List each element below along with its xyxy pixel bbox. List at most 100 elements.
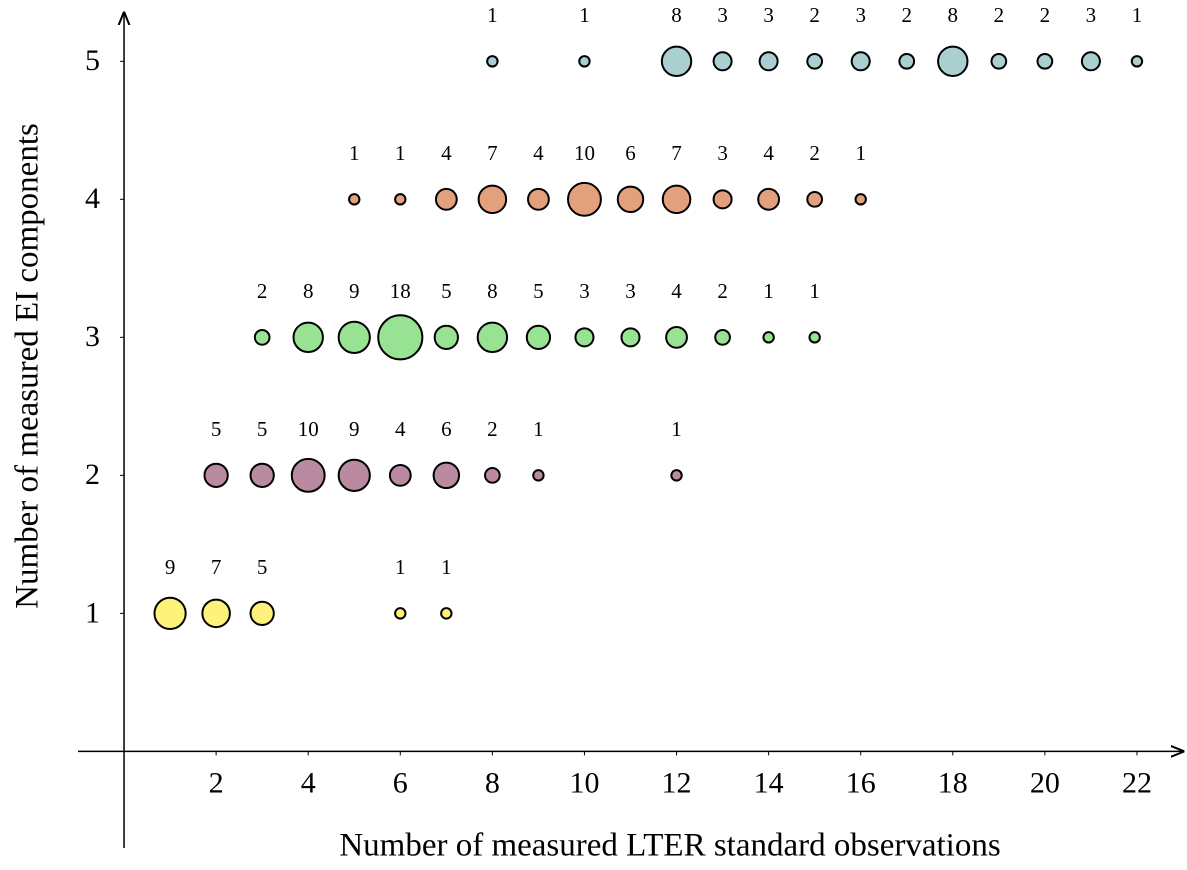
data-label: 5 bbox=[533, 279, 544, 303]
bubble bbox=[292, 321, 324, 354]
bubble bbox=[440, 607, 453, 620]
data-label: 1 bbox=[533, 417, 544, 441]
data-label: 5 bbox=[257, 555, 268, 579]
bubble bbox=[990, 52, 1008, 70]
bubble bbox=[1130, 55, 1144, 68]
x-tick-label: 2 bbox=[209, 766, 224, 799]
bubble bbox=[616, 185, 645, 214]
bubble bbox=[665, 325, 688, 349]
y-tick-label: 1 bbox=[85, 596, 100, 629]
x-tick-label: 6 bbox=[393, 766, 408, 799]
x-tick-label: 18 bbox=[938, 766, 968, 799]
data-label: 1 bbox=[395, 555, 406, 579]
bubble bbox=[348, 193, 361, 206]
bubble bbox=[937, 45, 969, 78]
data-label: 18 bbox=[390, 279, 411, 303]
bubble bbox=[620, 327, 641, 348]
data-label: 1 bbox=[487, 3, 498, 27]
data-label: 2 bbox=[809, 141, 820, 165]
bubble bbox=[757, 187, 781, 211]
data-label: 1 bbox=[349, 141, 360, 165]
y-tick-label: 5 bbox=[85, 44, 100, 77]
bubble bbox=[153, 596, 187, 630]
bubble bbox=[1080, 51, 1101, 72]
bubble bbox=[249, 600, 275, 626]
x-tick-label: 4 bbox=[301, 766, 316, 799]
data-label: 8 bbox=[487, 279, 498, 303]
data-label: 5 bbox=[257, 417, 268, 441]
bubble bbox=[806, 190, 824, 208]
data-label: 3 bbox=[717, 141, 728, 165]
data-label: 3 bbox=[717, 3, 728, 27]
bubble bbox=[337, 320, 371, 354]
data-label: 2 bbox=[809, 3, 820, 27]
data-label: 3 bbox=[579, 279, 590, 303]
x-tick-label: 10 bbox=[569, 766, 599, 799]
bubble bbox=[525, 324, 552, 350]
data-label: 2 bbox=[902, 3, 913, 27]
y-axis-title: Number of measured EI components bbox=[10, 123, 46, 609]
bubble bbox=[203, 462, 229, 488]
bubble bbox=[670, 469, 683, 482]
bubble bbox=[714, 328, 731, 346]
bubble bbox=[527, 187, 550, 211]
data-label: 4 bbox=[395, 417, 406, 441]
bubble bbox=[532, 469, 545, 482]
data-label: 1 bbox=[671, 417, 682, 441]
data-label: 1 bbox=[579, 3, 590, 27]
bubble bbox=[201, 598, 231, 629]
data-label: 4 bbox=[441, 141, 452, 165]
x-tick-label: 8 bbox=[485, 766, 500, 799]
data-label: 1 bbox=[855, 141, 866, 165]
data-label: 5 bbox=[211, 417, 222, 441]
bubble bbox=[854, 193, 867, 206]
bubble bbox=[477, 184, 508, 215]
bubble bbox=[253, 328, 271, 346]
bubble bbox=[290, 457, 326, 493]
bubble bbox=[712, 51, 733, 72]
data-label: 10 bbox=[298, 417, 319, 441]
data-label: 2 bbox=[257, 279, 268, 303]
bubble bbox=[337, 458, 371, 492]
x-tick-label: 22 bbox=[1122, 766, 1152, 799]
data-label: 1 bbox=[395, 141, 406, 165]
data-label: 2 bbox=[487, 417, 498, 441]
bubble bbox=[484, 467, 501, 484]
bubble bbox=[434, 187, 458, 211]
x-tick-label: 20 bbox=[1030, 766, 1060, 799]
data-label: 2 bbox=[1040, 3, 1051, 27]
data-label: 7 bbox=[211, 555, 222, 579]
data-label: 2 bbox=[717, 279, 728, 303]
bubble bbox=[432, 461, 461, 490]
data-label: 9 bbox=[165, 555, 176, 579]
data-label: 4 bbox=[763, 141, 774, 165]
data-label: 3 bbox=[1086, 3, 1097, 27]
bubble bbox=[249, 462, 275, 488]
bubble bbox=[578, 55, 591, 68]
bubble bbox=[567, 181, 602, 217]
data-label: 7 bbox=[487, 141, 498, 165]
bubble bbox=[850, 51, 871, 72]
data-label: 1 bbox=[763, 279, 774, 303]
data-label: 6 bbox=[625, 141, 636, 165]
data-label: 8 bbox=[303, 279, 314, 303]
data-label: 5 bbox=[441, 279, 452, 303]
x-tick-label: 14 bbox=[754, 766, 784, 799]
data-label: 1 bbox=[809, 279, 820, 303]
bubble bbox=[898, 52, 916, 70]
bubble bbox=[394, 193, 407, 206]
bubble bbox=[574, 327, 595, 348]
data-label: 7 bbox=[671, 141, 682, 165]
bubble bbox=[433, 324, 459, 350]
bubble bbox=[377, 314, 424, 361]
bubble bbox=[808, 331, 821, 344]
bubble bbox=[394, 607, 407, 620]
bubble bbox=[712, 189, 733, 210]
data-label: 1 bbox=[1132, 3, 1143, 27]
bubble bbox=[660, 45, 693, 78]
data-label: 10 bbox=[574, 141, 595, 165]
data-label: 3 bbox=[855, 3, 866, 27]
x-tick-label: 16 bbox=[846, 766, 876, 799]
data-label: 1 bbox=[441, 555, 452, 579]
bubble bbox=[1036, 52, 1054, 70]
